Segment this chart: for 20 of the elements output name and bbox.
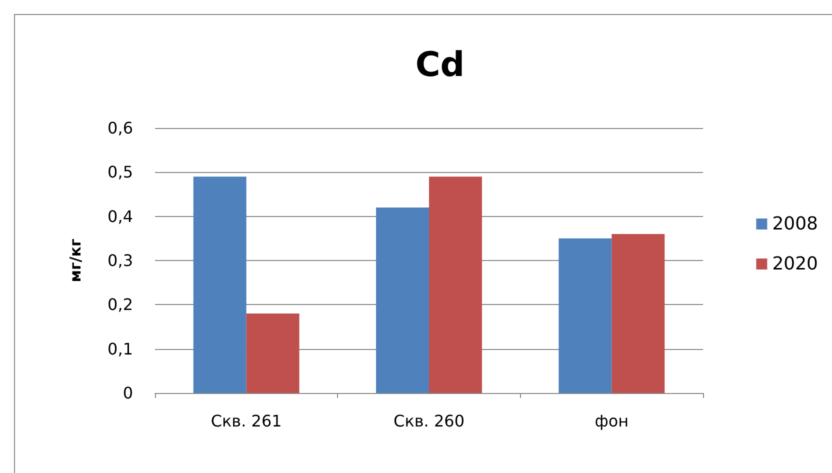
y-tick-label: 0,3 xyxy=(108,251,133,270)
x-tick-label: фон xyxy=(594,412,629,430)
bar xyxy=(558,238,612,393)
legend-label: 2020 xyxy=(772,254,818,274)
y-tick-label: 0 xyxy=(122,384,133,402)
bar xyxy=(612,234,665,393)
bar xyxy=(429,176,482,393)
chart-title: Cd xyxy=(415,45,465,85)
bar xyxy=(193,176,246,393)
x-tick-label: Скв. 260 xyxy=(394,412,464,430)
y-tick-label: 0,1 xyxy=(108,339,133,358)
y-tick-label: 0,2 xyxy=(108,295,133,314)
y-axis-title: мг/кг xyxy=(66,238,84,282)
bar xyxy=(246,314,300,393)
y-tick-label: 0,5 xyxy=(108,162,133,182)
bar xyxy=(376,208,429,393)
x-tick-label: Скв. 261 xyxy=(210,412,282,430)
y-tick-label: 0,6 xyxy=(108,118,133,138)
y-tick-label: 0,4 xyxy=(108,206,133,226)
legend-label: 2008 xyxy=(772,214,818,234)
